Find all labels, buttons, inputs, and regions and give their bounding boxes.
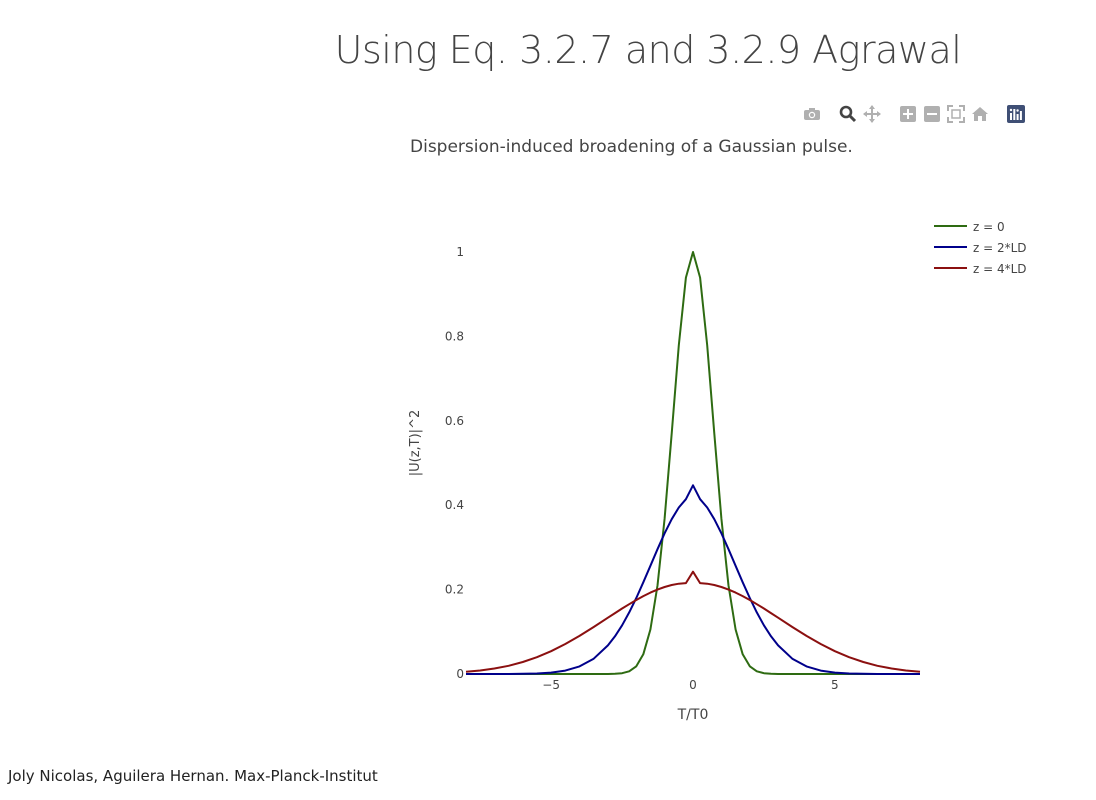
- legend-label: z = 2*LD: [973, 241, 1027, 255]
- y-tick-label: 0.8: [445, 329, 464, 343]
- legend-label: z = 0: [973, 220, 1005, 234]
- chart-modebar: [800, 103, 1028, 125]
- y-tick-label: 0.6: [445, 414, 464, 428]
- legend-label: z = 4*LD: [973, 262, 1027, 276]
- y-tick-label: 0.2: [445, 583, 464, 597]
- x-tick-label: 0: [689, 678, 697, 692]
- series-line-3: [465, 570, 921, 673]
- x-tick-label: 5: [831, 678, 839, 692]
- x-axis-label: T/T0: [677, 707, 709, 723]
- reset-axes-icon[interactable]: [968, 103, 992, 125]
- series-line-2: [466, 484, 920, 675]
- plotly-logo-icon[interactable]: [1004, 103, 1028, 125]
- page-title: Using Eq. 3.2.7 and 3.2.9 Agrawal: [334, 28, 962, 72]
- x-tick-label: −5: [542, 678, 560, 692]
- series-line-1: [466, 251, 920, 675]
- zoom-icon[interactable]: [836, 103, 860, 125]
- camera-icon[interactable]: [800, 103, 824, 125]
- zoom-out-icon[interactable]: [920, 103, 944, 125]
- pan-icon[interactable]: [860, 103, 884, 125]
- y-tick-label: 1: [456, 245, 464, 259]
- y-tick-label: 0.4: [445, 498, 464, 512]
- chart-title: Dispersion-induced broadening of a Gauss…: [410, 137, 853, 157]
- autoscale-icon[interactable]: [944, 103, 968, 125]
- zoom-in-icon[interactable]: [896, 103, 920, 125]
- y-tick-label: 0: [456, 667, 464, 681]
- y-axis-label: |U(z,T)|^2: [408, 410, 423, 476]
- footer-credit: Joly Nicolas, Aguilera Hernan. Max-Planc…: [8, 767, 378, 785]
